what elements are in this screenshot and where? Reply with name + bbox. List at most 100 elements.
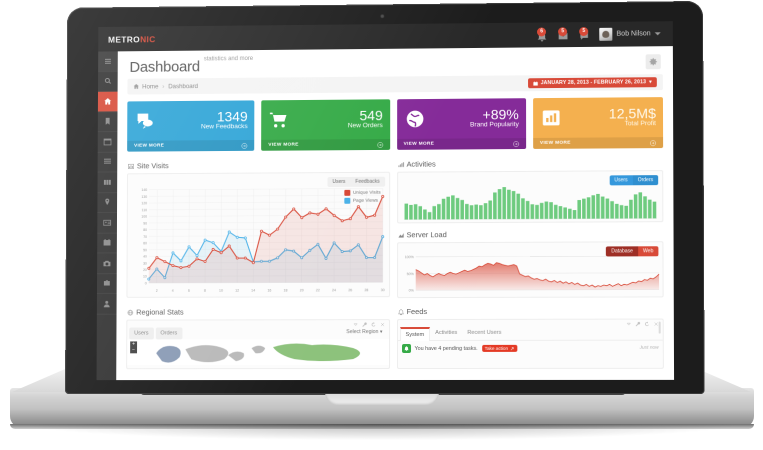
feed-text: You have 4 pending tasks. — [414, 345, 478, 352]
metronic-dashboard-app: METRONIC 6 5 5 — [96, 21, 675, 381]
svg-text:6: 6 — [188, 289, 190, 293]
tab-system[interactable]: System — [399, 326, 431, 342]
sidebar-item-maps[interactable] — [97, 192, 118, 213]
sidebar-item-columns[interactable] — [97, 172, 118, 193]
panel-title-server-load: Server Load — [397, 226, 664, 242]
topbar-actions: 6 5 5 Bob Nilson — [536, 26, 673, 41]
arrow-circle-right-icon — [377, 142, 383, 148]
server-load-tabs: Database Web — [606, 246, 659, 257]
stat-card-new-orders[interactable]: 549 New Orders VIEW MORE — [261, 99, 390, 151]
notification-bell-button[interactable]: 6 — [536, 26, 548, 41]
comment-badge: 5 — [579, 26, 589, 36]
select-region-dropdown[interactable]: Select Region ▾ — [342, 327, 386, 339]
tab-users[interactable]: Users — [609, 175, 633, 186]
tab-users[interactable]: Users — [327, 176, 351, 188]
briefcase-icon — [103, 280, 110, 286]
chevron-down-icon[interactable] — [353, 322, 358, 327]
panel-feeds: Feeds System — [396, 303, 664, 370]
globe-icon — [127, 309, 133, 315]
svg-text:100: 100 — [141, 215, 147, 219]
panel-site-visits: Site Visits Users Feedbacks — [126, 157, 390, 299]
sidebar-item-gallery[interactable] — [97, 253, 117, 274]
tab-feedbacks[interactable]: Feedbacks — [350, 176, 385, 187]
tab-users[interactable]: Users — [129, 327, 154, 340]
tab-orders[interactable]: Orders — [632, 175, 659, 186]
svg-text:28: 28 — [364, 288, 368, 292]
sidebar-item-layouts[interactable] — [97, 132, 118, 153]
tab-orders[interactable]: Orders — [155, 327, 183, 340]
chevron-down-icon: ▾ — [379, 329, 383, 336]
floor-shadow — [30, 424, 734, 440]
tab-recent-users[interactable]: Recent Users — [467, 329, 502, 336]
date-range-picker[interactable]: JANUARY 28, 2013 - FEBRUARY 26, 2013 ▾ — [527, 77, 657, 89]
stat-card-new-feedbacks[interactable]: 1349 New Feedbacks VIEW MORE — [127, 100, 255, 152]
left-sidebar — [96, 51, 118, 381]
stat-card-brand-popularity[interactable]: +89% Brand Popularity VIEW MORE — [396, 98, 526, 150]
list-icon — [104, 158, 111, 164]
hamburger-icon — [104, 58, 111, 64]
tab-web[interactable]: Web — [637, 246, 659, 257]
stat-card-body: +89% Brand Popularity — [397, 98, 526, 139]
legend-unique-visits: Unique Visits — [343, 189, 381, 196]
sidebar-item-dashboard[interactable] — [97, 91, 118, 112]
webcam-icon — [380, 14, 385, 19]
close-icon[interactable] — [380, 322, 385, 327]
user-menu[interactable]: Bob Nilson — [599, 27, 661, 41]
arrow-circle-right-icon — [650, 140, 656, 146]
tab-activities[interactable]: Activities — [435, 329, 458, 336]
user-icon — [103, 300, 110, 308]
envelope-icon — [559, 32, 568, 39]
svg-text:20: 20 — [143, 268, 147, 272]
sidebar-item-toggle-menu[interactable] — [98, 51, 118, 72]
view-more-label: VIEW MORE — [539, 140, 571, 146]
stat-card-total-profit[interactable]: 12,5M$ Total Profit VIEW MORE — [532, 97, 664, 149]
take-action-button[interactable]: Take action — [481, 344, 518, 352]
wrench-icon[interactable] — [635, 321, 641, 327]
sidebar-item-account[interactable] — [96, 293, 117, 315]
user-name: Bob Nilson — [616, 30, 651, 38]
stat-card-footer[interactable]: VIEW MORE — [532, 137, 664, 149]
gear-icon — [649, 58, 657, 66]
sidebar-item-bookmarks[interactable] — [97, 111, 118, 133]
map-zoom-out-button[interactable]: − — [130, 347, 138, 354]
refresh-icon[interactable] — [644, 321, 649, 327]
brand-logo[interactable]: METRONIC — [108, 34, 156, 44]
svg-text:140: 140 — [141, 188, 147, 192]
stat-card-footer[interactable]: VIEW MORE — [396, 138, 526, 150]
svg-text:80: 80 — [143, 228, 147, 232]
sidebar-item-calendar[interactable] — [97, 233, 117, 254]
globe-icon — [404, 108, 426, 130]
feeds-tabs: System Activities Recent Users — [397, 326, 663, 342]
settings-button[interactable] — [645, 54, 661, 70]
panel-title-feeds: Feeds — [397, 303, 664, 319]
home-icon — [133, 83, 139, 89]
sidebar-item-search[interactable] — [98, 71, 118, 92]
svg-text:22: 22 — [316, 288, 320, 292]
sidebar-item-portfolio[interactable] — [96, 273, 117, 294]
stat-card-footer[interactable]: VIEW MORE — [261, 138, 390, 151]
chevron-down-icon[interactable] — [626, 322, 631, 327]
page-title: Dashboard — [129, 58, 200, 76]
breadcrumb-item-home[interactable]: Home — [142, 82, 159, 90]
sidebar-item-lists[interactable] — [97, 152, 118, 173]
stat-card-values: +89% Brand Popularity — [470, 106, 519, 129]
svg-text:110: 110 — [142, 208, 148, 212]
world-map[interactable]: + − — [127, 339, 389, 366]
feed-item[interactable]: You have 4 pending tasks. Take action Ju… — [398, 341, 663, 356]
calendar-icon — [533, 81, 538, 86]
notification-envelope-button[interactable]: 5 — [557, 26, 569, 41]
sidebar-item-profile[interactable] — [97, 212, 118, 234]
notification-comment-button[interactable]: 5 — [578, 26, 590, 40]
legend-swatch — [343, 197, 350, 204]
svg-text:120: 120 — [141, 201, 147, 205]
feeds-scrollbar[interactable] — [658, 321, 661, 334]
refresh-icon[interactable] — [371, 322, 376, 327]
feeds-box: System Activities Recent Users You have … — [396, 318, 664, 370]
tab-database[interactable]: Database — [606, 246, 638, 257]
camera-icon — [103, 260, 111, 267]
panel-title-text: Server Load — [406, 230, 447, 240]
wrench-icon[interactable] — [362, 322, 367, 328]
stat-card-footer[interactable]: VIEW MORE — [127, 139, 255, 152]
svg-text:24: 24 — [332, 288, 336, 292]
chevron-down-icon — [654, 32, 661, 36]
